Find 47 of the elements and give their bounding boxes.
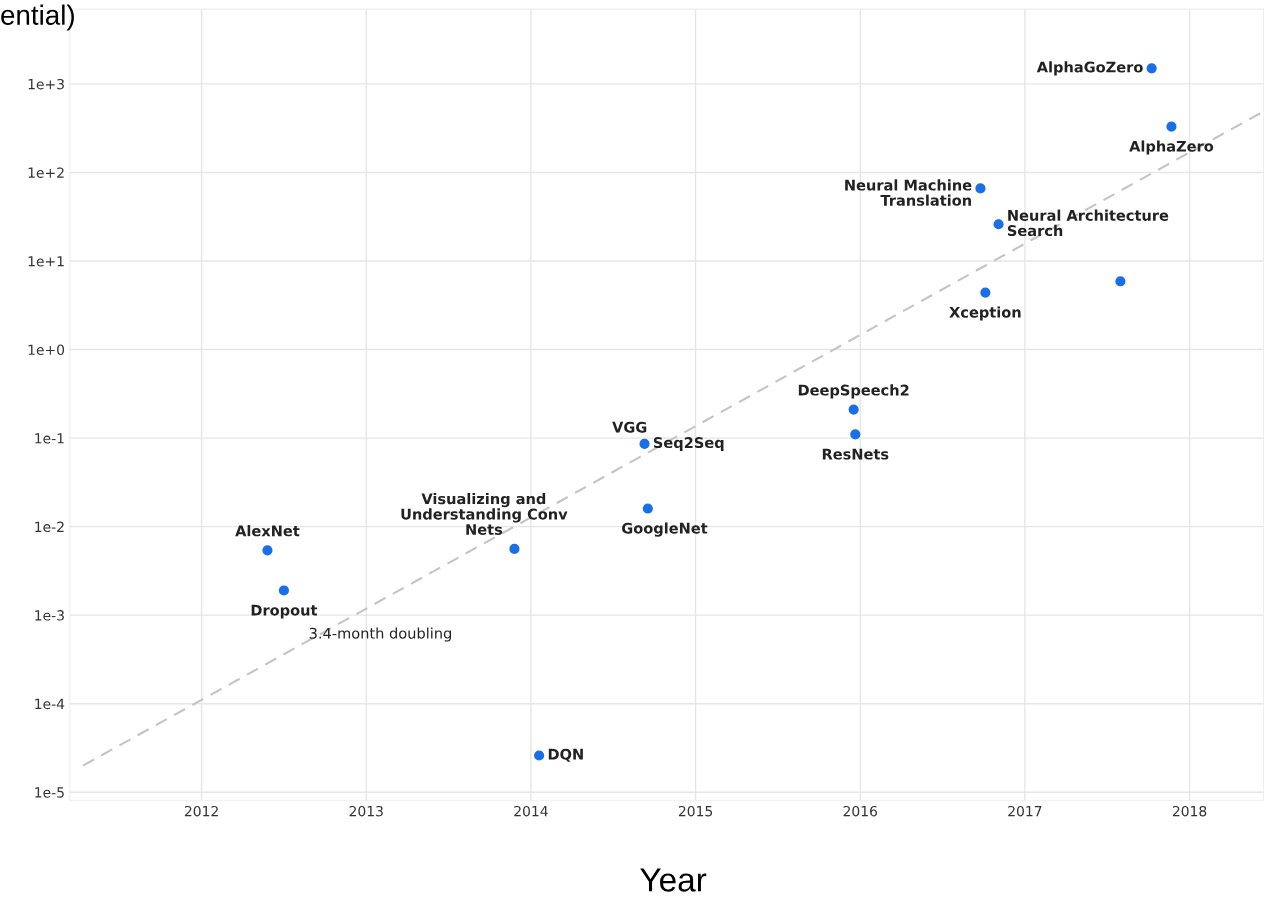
point xyxy=(642,503,653,514)
annotation: AlphaGoZero xyxy=(1036,61,1143,76)
y-tick-label: 1e+0 xyxy=(28,344,65,356)
annotation: Neural Architecture Search xyxy=(1007,209,1169,237)
point xyxy=(848,404,859,415)
chart-title: ential) xyxy=(1,4,74,31)
y-tick-label: 1e-4 xyxy=(35,698,65,710)
point xyxy=(1146,63,1157,74)
x-tick-label: 2018 xyxy=(1172,805,1207,817)
annotation: Seq2Seq xyxy=(653,437,724,451)
point xyxy=(639,438,650,449)
point xyxy=(1166,121,1177,132)
annotation: DQN xyxy=(548,748,583,762)
annotation: Neural Machine Translation xyxy=(845,179,972,206)
point xyxy=(993,219,1004,230)
annotation: AlexNet xyxy=(235,525,300,537)
point xyxy=(509,543,520,554)
annotation: Xception xyxy=(949,306,1021,321)
annotation: VGG xyxy=(612,421,647,433)
point xyxy=(534,750,545,761)
y-tick-label: 1e+3 xyxy=(28,78,64,90)
y-tick-label: 1e+1 xyxy=(28,256,64,267)
y-tick-label: 1e-1 xyxy=(35,433,64,444)
point xyxy=(975,183,986,194)
annotation: GoogleNet xyxy=(622,522,708,537)
x-tick-label: 2012 xyxy=(184,805,218,817)
x-axis-title: Year xyxy=(640,868,707,892)
y-tick-label: 1e-3 xyxy=(35,610,64,621)
annotation: Dropout xyxy=(251,604,318,619)
annotation: DeepSpeech2 xyxy=(798,384,909,399)
x-tick-label: 2013 xyxy=(349,805,383,817)
x-tick-label: 2014 xyxy=(514,805,548,817)
annotation: ResNets xyxy=(822,448,889,460)
x-tick-label: 2016 xyxy=(843,805,878,817)
point xyxy=(278,585,289,596)
annotation: AlphaZero xyxy=(1129,140,1214,155)
point xyxy=(262,545,273,556)
y-tick-label: 1e+2 xyxy=(28,167,64,178)
point xyxy=(1115,276,1126,287)
x-tick-label: 2017 xyxy=(1008,805,1042,817)
annotation: Visualizing and Understanding Conv Nets xyxy=(401,493,568,535)
point xyxy=(850,429,861,440)
y-tick-label: 1e-2 xyxy=(35,521,64,533)
annotation: 3.4-month doubling xyxy=(309,627,451,642)
point xyxy=(980,287,991,298)
y-tick-label: 1e-5 xyxy=(35,787,64,798)
x-tick-label: 2015 xyxy=(678,805,713,817)
